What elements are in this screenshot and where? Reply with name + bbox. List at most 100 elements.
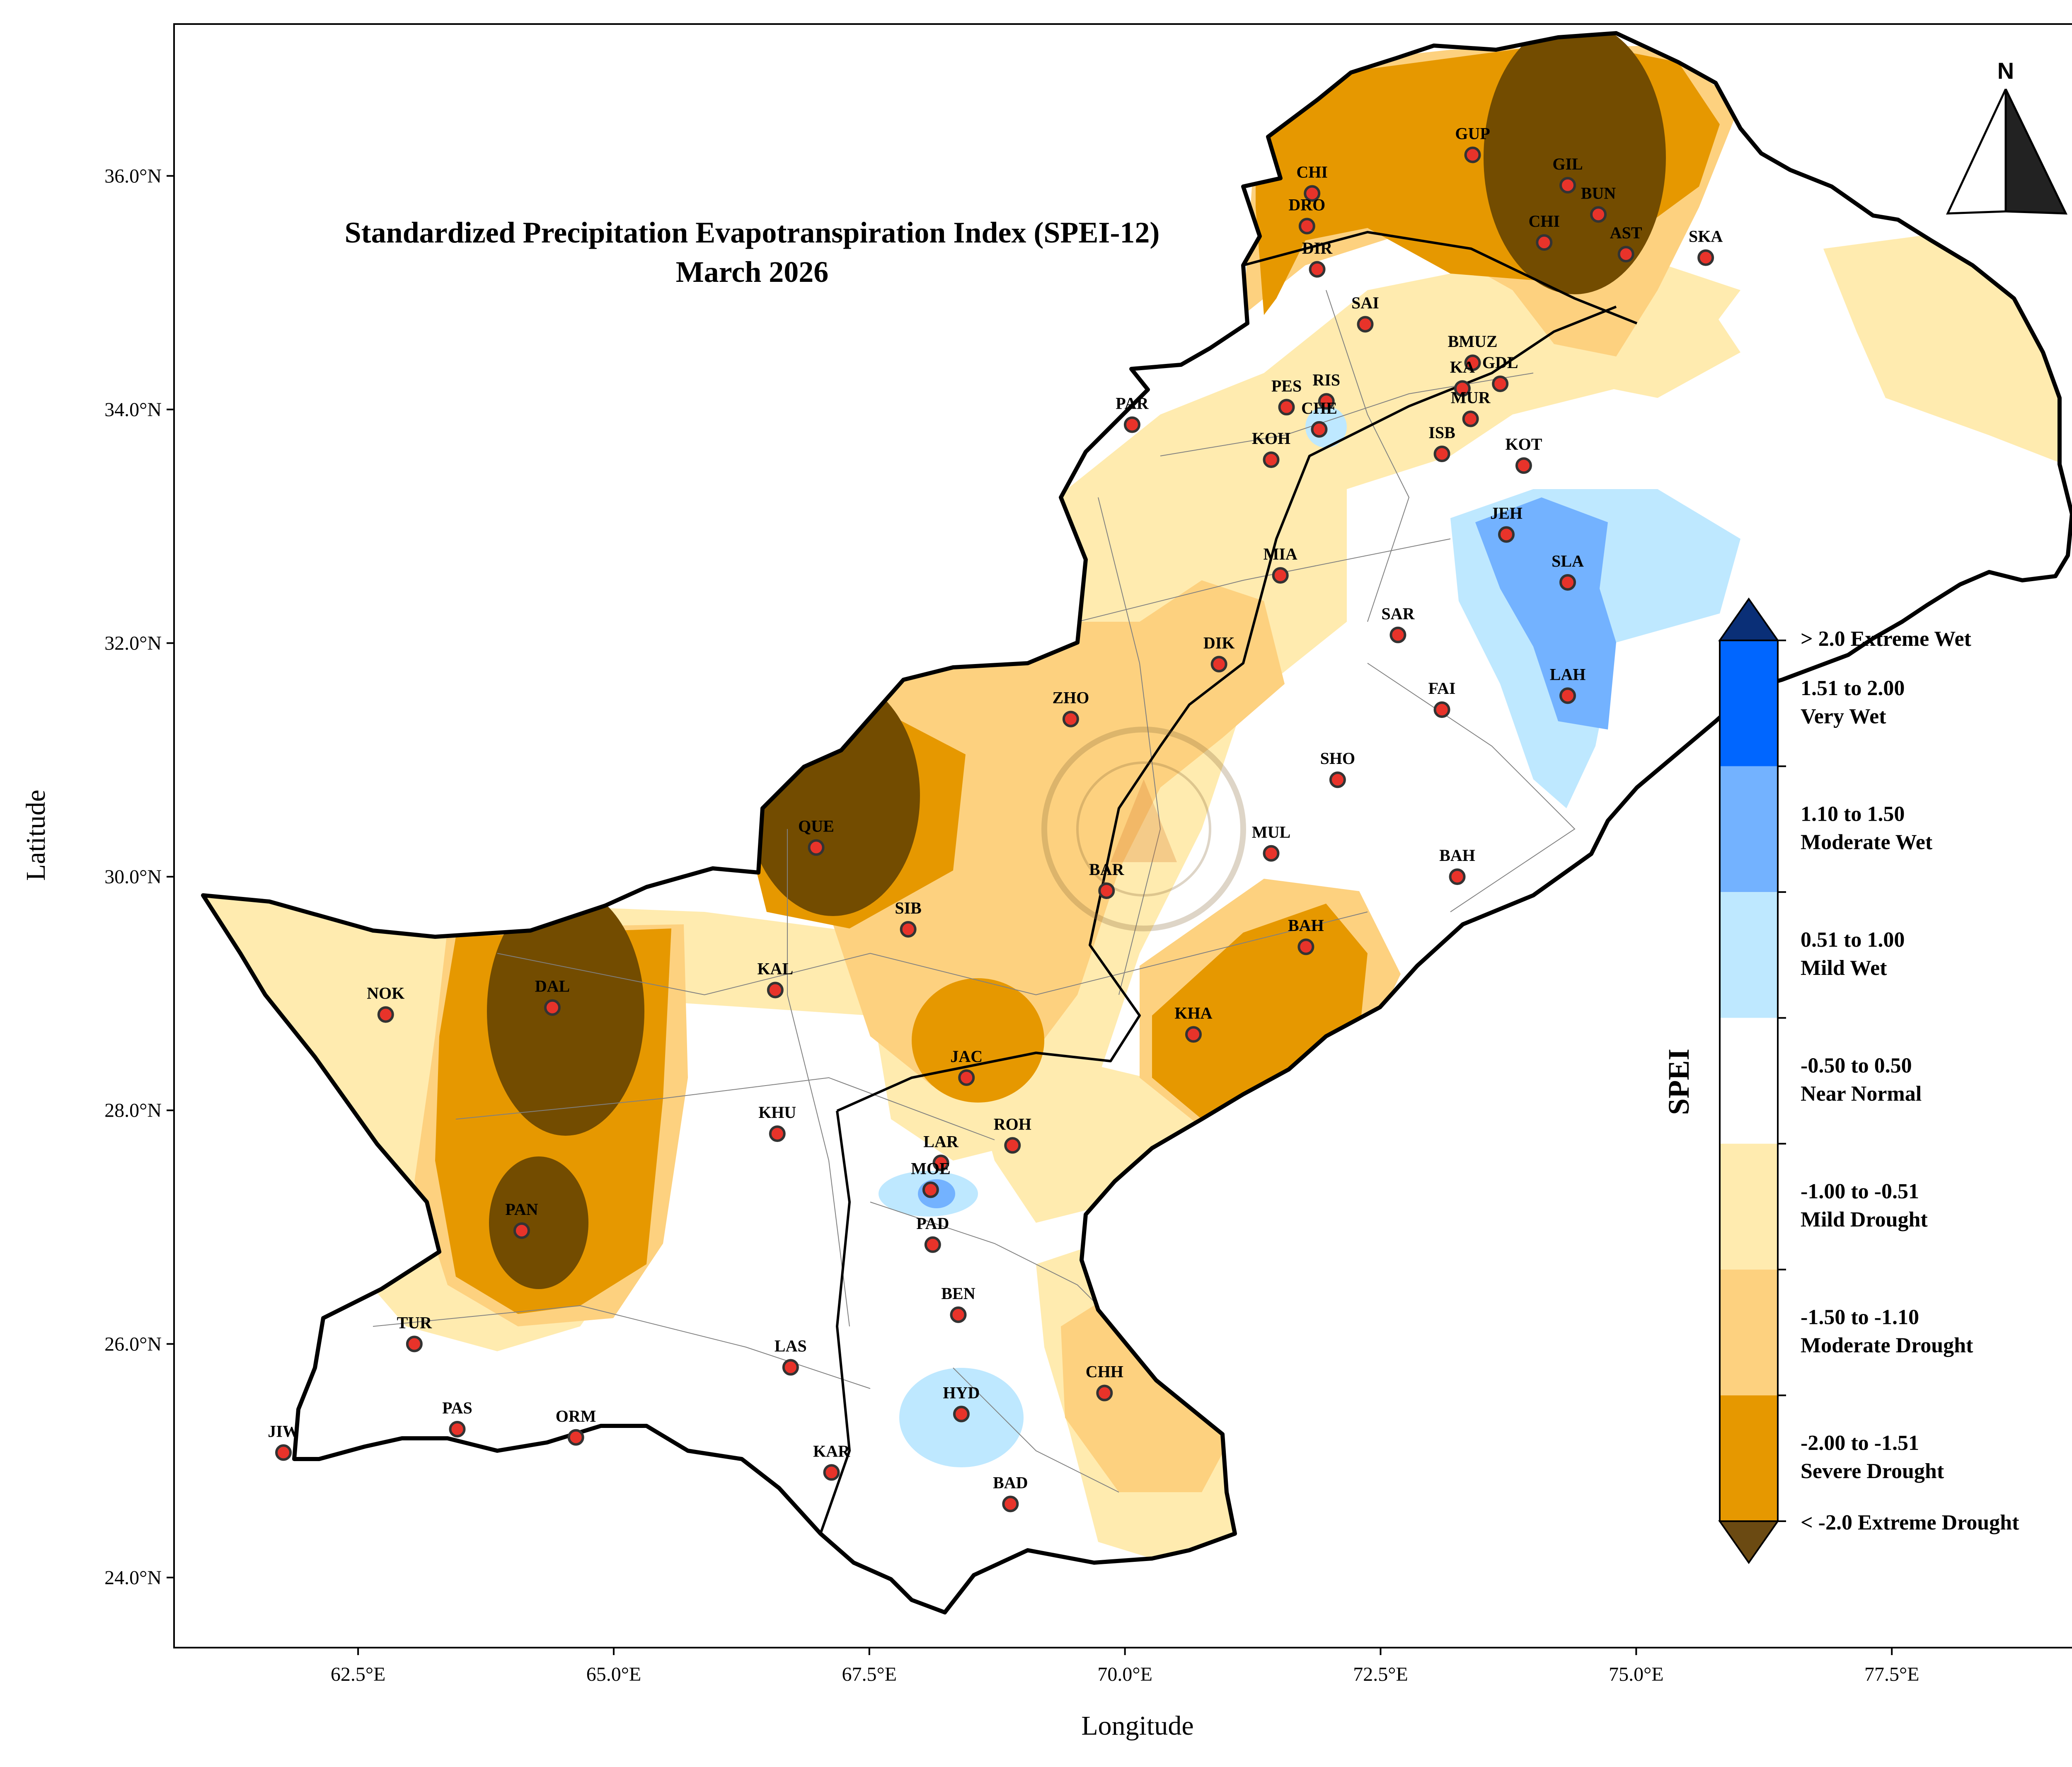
station-marker — [1433, 446, 1450, 463]
station-marker — [1697, 249, 1714, 266]
station-marker — [1098, 882, 1115, 899]
station-marker — [922, 1181, 939, 1198]
station-marker — [953, 1406, 970, 1423]
station-label: PAN — [505, 1200, 538, 1219]
station-marker — [1498, 526, 1515, 543]
x-axis-ticks: 62.5°E 65.0°E 67.5°E 70.0°E 72.5°E 75.0°E 77.5… — [331, 1648, 1919, 1685]
station-label: SHO — [1320, 749, 1355, 768]
station-label: SAR — [1381, 604, 1415, 623]
station-marker — [1449, 868, 1466, 885]
station-label: KAR — [813, 1442, 850, 1460]
station-label: TUR — [397, 1313, 433, 1332]
station-marker — [1536, 234, 1553, 251]
colorbar-class-name: Moderate Wet — [1801, 830, 1933, 854]
colorbar-top-label: > 2.0 Extreme Wet — [1801, 627, 1972, 651]
station-label: PES — [1271, 376, 1302, 395]
station-marker — [275, 1444, 292, 1461]
station-marker — [1272, 567, 1289, 584]
north-label: N — [1997, 58, 2014, 84]
colorbar-class-range: 1.10 to 1.50 — [1801, 802, 1905, 826]
colorbar-class-swatch — [1720, 766, 1778, 892]
station-label: GDL — [1482, 353, 1518, 372]
station-label: GUP — [1455, 124, 1490, 143]
station-label: KHU — [758, 1103, 796, 1122]
station-label: BAH — [1439, 846, 1475, 865]
map-title: Standardized Precipitation Evapotranspir… — [345, 216, 1160, 249]
station-label: KAL — [757, 959, 793, 978]
station-marker — [1462, 410, 1479, 427]
y-tick-label: 28.0°N — [104, 1100, 162, 1122]
y-tick-label: 30.0°N — [104, 866, 162, 888]
station-marker — [1559, 687, 1576, 704]
station-marker — [1389, 626, 1406, 643]
y-tick-label: 32.0°N — [104, 633, 162, 654]
pmd-watermark-seal — [1041, 727, 1246, 931]
station-label: BUN — [1581, 184, 1616, 202]
station-marker — [1515, 457, 1532, 474]
station-marker — [1464, 354, 1481, 371]
station-marker — [1311, 421, 1328, 438]
station-marker — [1004, 1137, 1021, 1154]
north-arrow-icon: N — [1946, 58, 2068, 215]
station-marker — [900, 921, 917, 938]
station-marker — [1329, 771, 1346, 788]
station-marker — [769, 1125, 786, 1142]
station-label: ORM — [556, 1407, 596, 1425]
station-label: CHI — [1528, 212, 1560, 230]
colorbar-class-name: Very Wet — [1801, 705, 1886, 728]
pakistan-border — [201, 31, 2072, 1614]
station-label: NOK — [367, 984, 404, 1003]
station-marker — [1304, 185, 1321, 202]
y-tick-label: 24.0°N — [104, 1567, 162, 1589]
moderate-drought-zone-central — [829, 580, 1285, 1086]
station-label: MOE — [911, 1159, 951, 1178]
station-label: CHH — [1086, 1362, 1123, 1381]
colorbar-class-name: Near Normal — [1801, 1082, 1922, 1106]
station-marker — [1263, 845, 1280, 862]
station-marker — [1185, 1026, 1202, 1043]
station-label: LAS — [775, 1337, 807, 1355]
station-label: DIK — [1203, 633, 1235, 652]
x-tick-label: 75.0°E — [1609, 1663, 1664, 1685]
station-label: MIA — [1264, 545, 1297, 563]
extreme-drought-zone-panjgur — [489, 1156, 588, 1289]
colorbar-class-swatch — [1720, 1395, 1778, 1521]
station-marker — [449, 1421, 466, 1438]
colorbar-ticks: 1.51 to 2.00 Very Wet 1.10 to 1.50 Moderate… — [1778, 640, 1973, 1522]
station-label: MUR — [1451, 388, 1491, 407]
station-label: AST — [1610, 223, 1642, 242]
province-boundaries — [819, 231, 1638, 1534]
station-label: DAL — [535, 977, 570, 996]
station-label: RIS — [1312, 371, 1340, 389]
y-tick-label: 36.0°N — [104, 165, 162, 187]
station-label: JIW — [268, 1422, 299, 1440]
station-label: DIR — [1302, 239, 1333, 257]
station-marker — [406, 1336, 423, 1353]
station-label: FAI — [1428, 679, 1456, 698]
x-tick-label: 72.5°E — [1353, 1663, 1408, 1685]
colorbar-class-swatch — [1720, 640, 1778, 766]
station-marker — [932, 1154, 949, 1171]
station-label: LAH — [1550, 665, 1586, 684]
station-marker — [377, 1006, 394, 1023]
station-label: BAD — [993, 1473, 1028, 1492]
colorbar-class-name: Mild Wet — [1801, 956, 1887, 980]
y-tick-label: 26.0°N — [104, 1333, 162, 1355]
colorbar-bottom-label: < -2.0 Extreme Drought — [1801, 1511, 2019, 1534]
moderate-wet-zone-punjab — [1475, 497, 1616, 730]
colorbar-class-name: Mild Drought — [1801, 1208, 1928, 1231]
station-label: PAR — [1116, 394, 1149, 413]
station-label: LAR — [923, 1132, 959, 1151]
station-marker — [1318, 393, 1335, 410]
station-label: ISB — [1428, 423, 1455, 442]
station-label: SKA — [1689, 227, 1723, 246]
map-subtitle: March 2026 — [676, 255, 829, 288]
station-label: HYD — [943, 1383, 980, 1402]
colorbar-class-range: -2.00 to -1.51 — [1801, 1431, 1919, 1455]
station-marker — [1559, 177, 1576, 194]
station-label: JAC — [950, 1047, 983, 1066]
colorbar-class-range: -1.50 to -1.10 — [1801, 1306, 1919, 1329]
station-marker — [1559, 574, 1576, 591]
station-marker — [1002, 1496, 1019, 1512]
